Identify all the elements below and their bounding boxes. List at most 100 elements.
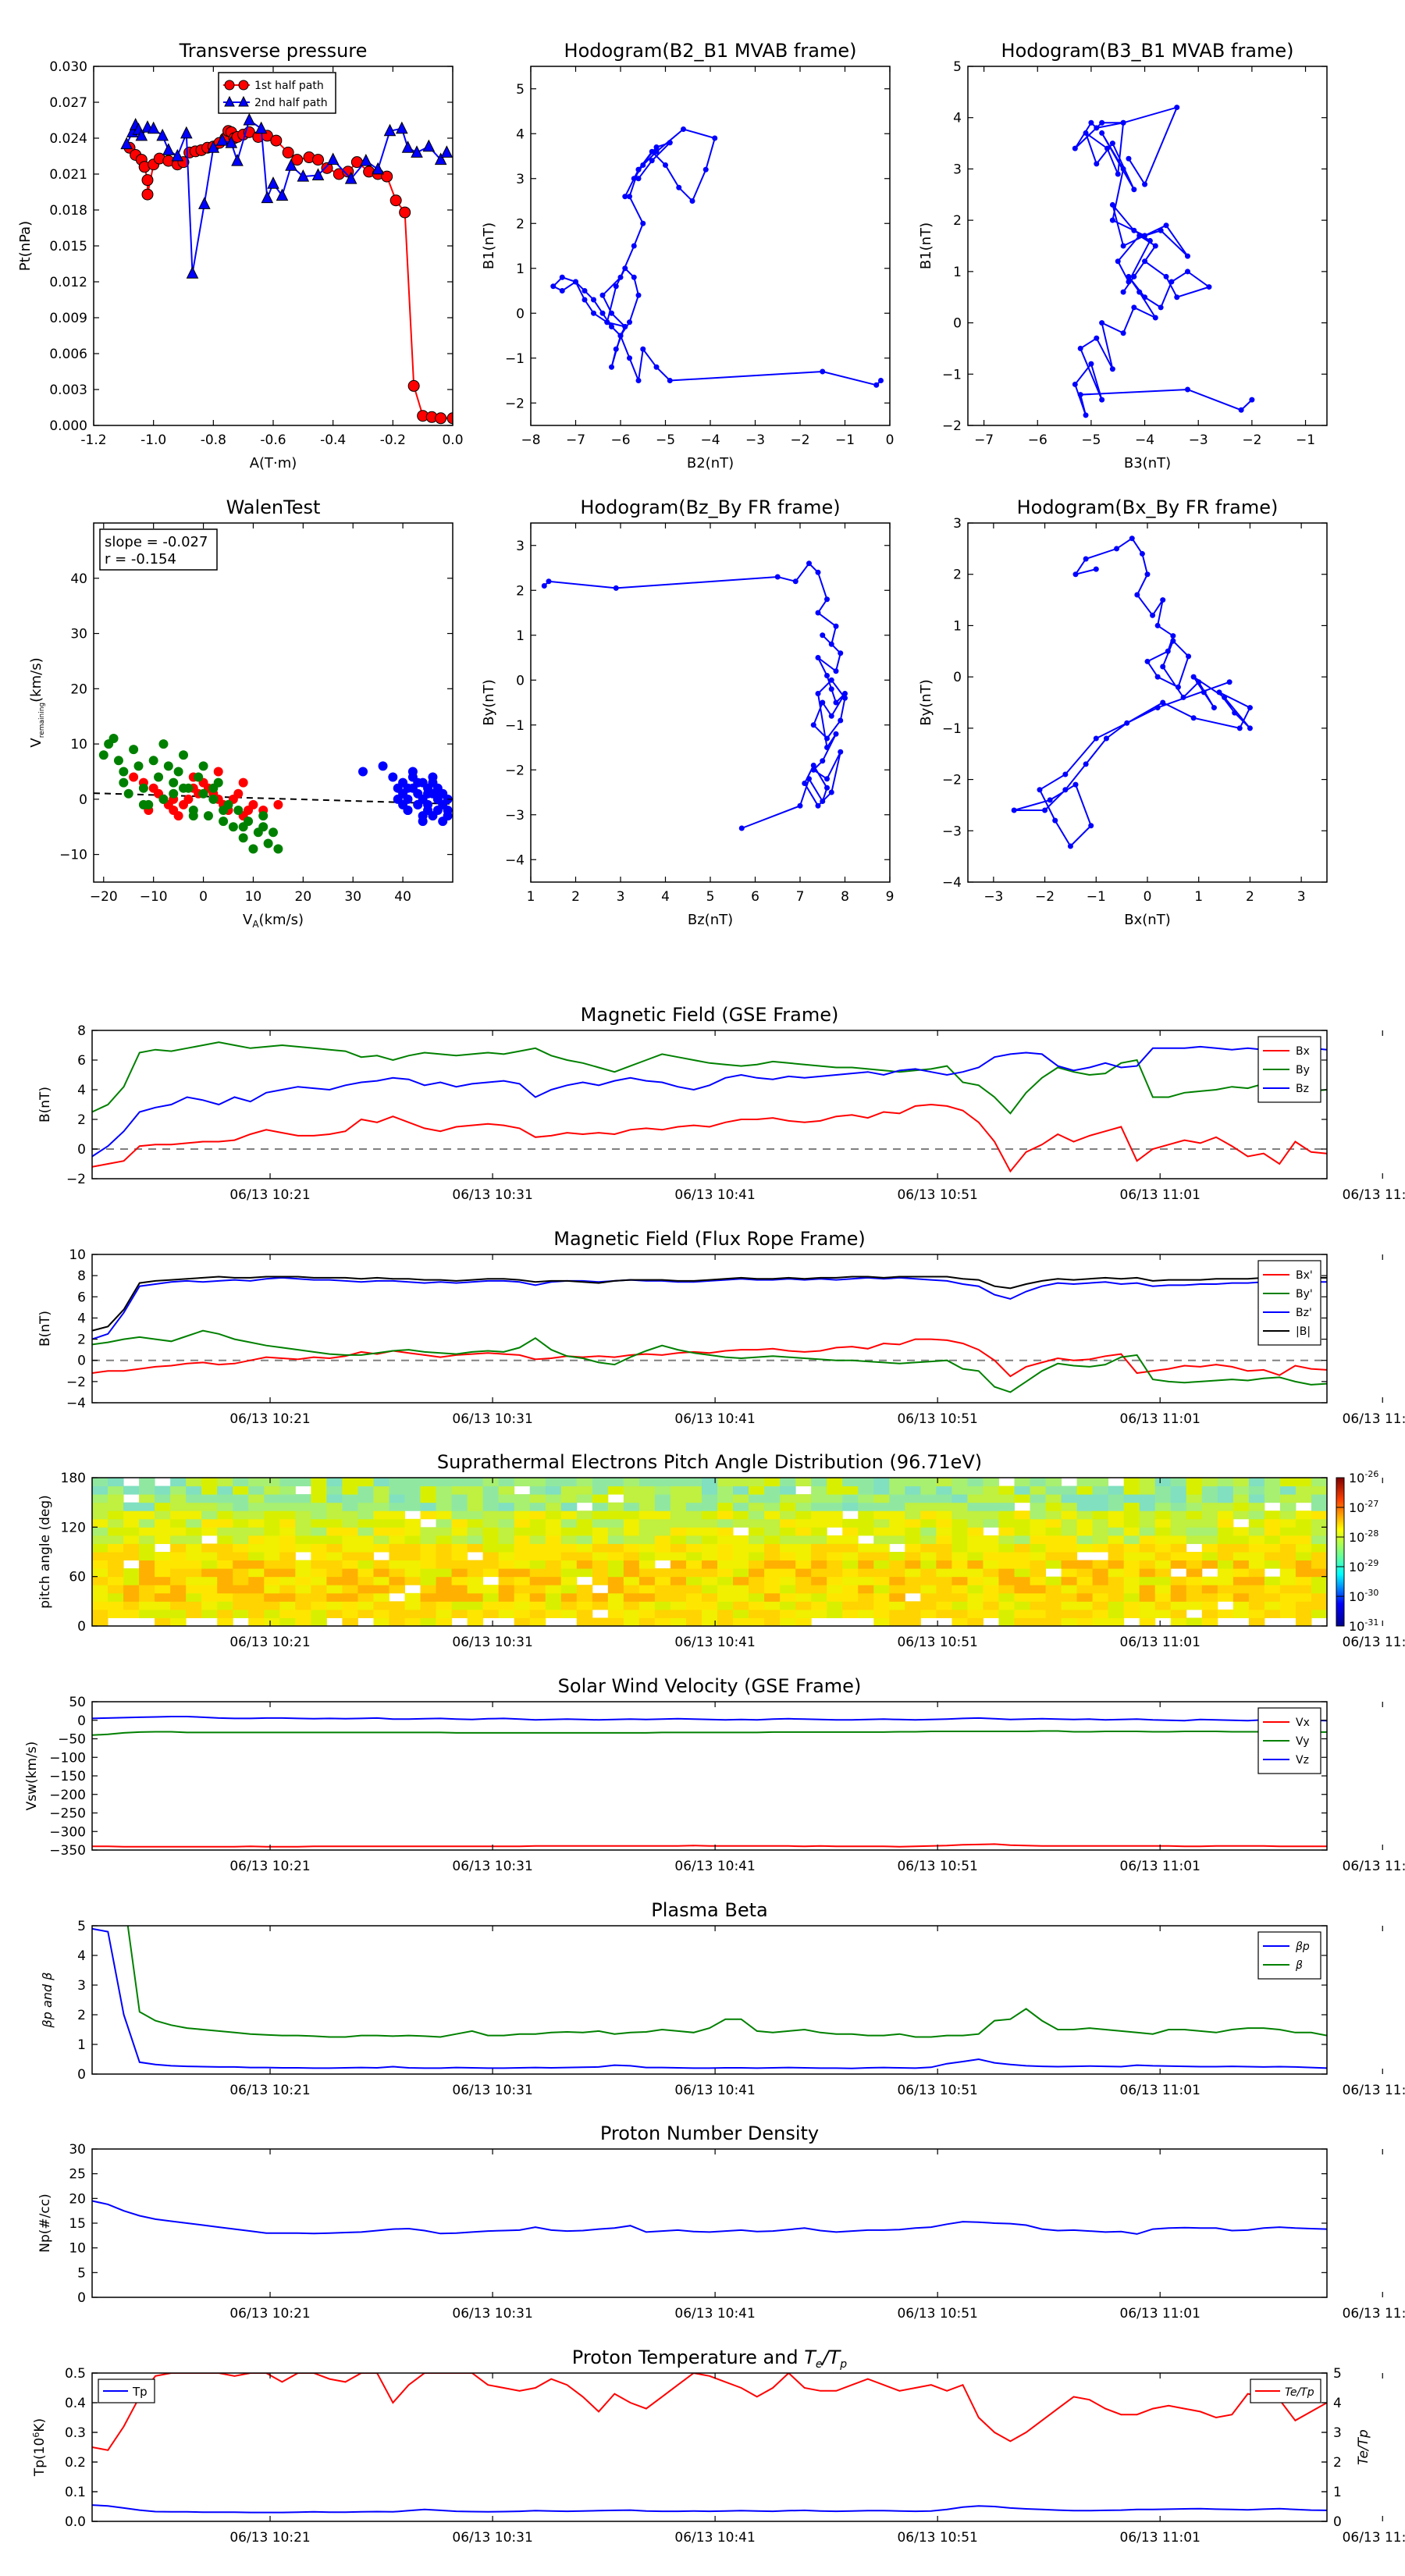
- legend-label: 1st half path: [254, 80, 324, 92]
- x-tick-label: -1.2: [80, 432, 106, 448]
- heat-cell: [1061, 1601, 1078, 1610]
- time-tick-label: 06/13 11:11: [1343, 2083, 1405, 2098]
- heat-cell: [811, 1527, 827, 1536]
- heat-cell: [373, 1543, 389, 1553]
- heat-cell: [685, 1535, 702, 1544]
- heat-cell: [905, 1609, 921, 1618]
- heat-cell: [373, 1485, 389, 1495]
- data-point: [820, 758, 826, 764]
- data-point: [108, 734, 119, 743]
- data-point: [1190, 715, 1197, 721]
- heat-cell: [560, 1609, 578, 1618]
- y-tick-label: −200: [49, 1788, 86, 1803]
- heat-cell: [170, 1527, 187, 1536]
- heat-cell: [1248, 1592, 1265, 1602]
- heat-cell: [1170, 1601, 1187, 1610]
- heat-cell: [482, 1601, 500, 1610]
- heat-cell: [373, 1527, 389, 1536]
- heat-cell: [1186, 1568, 1203, 1578]
- y-tick-label: 0: [516, 306, 525, 322]
- heat-cell: [201, 1552, 218, 1561]
- heat-cell: [1170, 1518, 1187, 1528]
- heat-cell: [654, 1527, 671, 1536]
- series-line-Bz: [92, 1045, 1327, 1158]
- heat-cell: [186, 1585, 202, 1594]
- heat-cell: [951, 1535, 968, 1544]
- heat-cell: [764, 1585, 781, 1594]
- data-point: [1163, 222, 1169, 229]
- data-layer: [92, 1276, 1327, 1393]
- heat-cell: [717, 1585, 734, 1594]
- heat-cell: [795, 1494, 812, 1503]
- data-point: [1158, 227, 1164, 233]
- heat-cell: [998, 1494, 1015, 1503]
- y-tick-label: 0.4: [65, 2396, 86, 2411]
- heat-cell: [623, 1494, 640, 1503]
- heat-cell: [733, 1502, 749, 1511]
- y-tick-label: −1: [942, 721, 962, 737]
- heat-cell: [123, 1543, 140, 1553]
- heat-cell: [951, 1485, 968, 1495]
- heat-cell: [1045, 1527, 1062, 1536]
- data-point: [689, 198, 695, 204]
- heat-cell: [295, 1576, 311, 1585]
- heat-cell: [685, 1494, 702, 1503]
- heat-cell: [1061, 1510, 1078, 1520]
- heat-cell: [279, 1518, 296, 1528]
- heat-cell: [92, 1494, 108, 1503]
- heat-cell: [1186, 1502, 1203, 1511]
- heat-cell: [670, 1592, 687, 1602]
- heat-cell: [139, 1494, 155, 1503]
- heat-cell: [858, 1510, 874, 1520]
- heat-cell: [920, 1576, 937, 1585]
- heat-cell: [576, 1568, 593, 1578]
- heat-cell: [451, 1585, 468, 1594]
- data-point: [1186, 653, 1192, 660]
- heat-cell: [514, 1502, 531, 1511]
- colorbar-tick-exponent: -30: [1364, 1588, 1378, 1598]
- heat-cell: [123, 1576, 140, 1585]
- data-point: [203, 811, 213, 821]
- heat-cell: [1123, 1543, 1140, 1553]
- x-tick-label: −1: [835, 432, 855, 448]
- data-layer: [92, 1716, 1327, 1848]
- heat-cell: [998, 1518, 1015, 1528]
- data-point: [640, 346, 646, 352]
- data-layer: [92, 1041, 1327, 1173]
- heat-cell: [749, 1510, 765, 1520]
- y-tick-label: −2: [505, 396, 525, 411]
- heat-cell: [998, 1568, 1015, 1578]
- x-tick-label: −7: [566, 432, 585, 448]
- heat-cell: [951, 1502, 968, 1511]
- heat-cell: [654, 1552, 671, 1561]
- heat-cell: [905, 1535, 921, 1544]
- heat-cell: [889, 1527, 905, 1536]
- data-point: [1144, 571, 1151, 578]
- heat-cell: [248, 1535, 265, 1544]
- heat-cell: [1248, 1601, 1265, 1610]
- panel-vsw: 06/13 10:21 06/13 10:31 06/13 10:41 06/13 1…: [24, 1675, 1405, 1874]
- legend-label: β: [1295, 1959, 1303, 1972]
- chart-title: Proton Temperature and Te/Tp: [572, 2347, 848, 2371]
- heat-cell: [1123, 1609, 1140, 1618]
- heat-cell: [186, 1502, 202, 1511]
- heat-cell: [1186, 1601, 1203, 1610]
- data-point: [1134, 592, 1140, 598]
- heat-cell: [373, 1478, 389, 1487]
- heat-cell: [1264, 1494, 1281, 1503]
- heat-cell: [389, 1560, 406, 1569]
- heat-cell: [983, 1592, 999, 1602]
- heat-cell: [623, 1527, 640, 1536]
- heat-cell: [592, 1592, 609, 1602]
- plot-frame: [967, 66, 1328, 426]
- data-point: [609, 310, 614, 316]
- heat-cell: [936, 1527, 952, 1536]
- heat-cell: [170, 1535, 187, 1544]
- heat-cell: [436, 1585, 453, 1594]
- heat-cell: [1311, 1527, 1327, 1536]
- data-point: [1154, 622, 1161, 628]
- heat-cell: [795, 1543, 812, 1553]
- heat-cell: [1108, 1592, 1125, 1602]
- data-layer: [1072, 105, 1255, 418]
- data-point: [1152, 243, 1158, 249]
